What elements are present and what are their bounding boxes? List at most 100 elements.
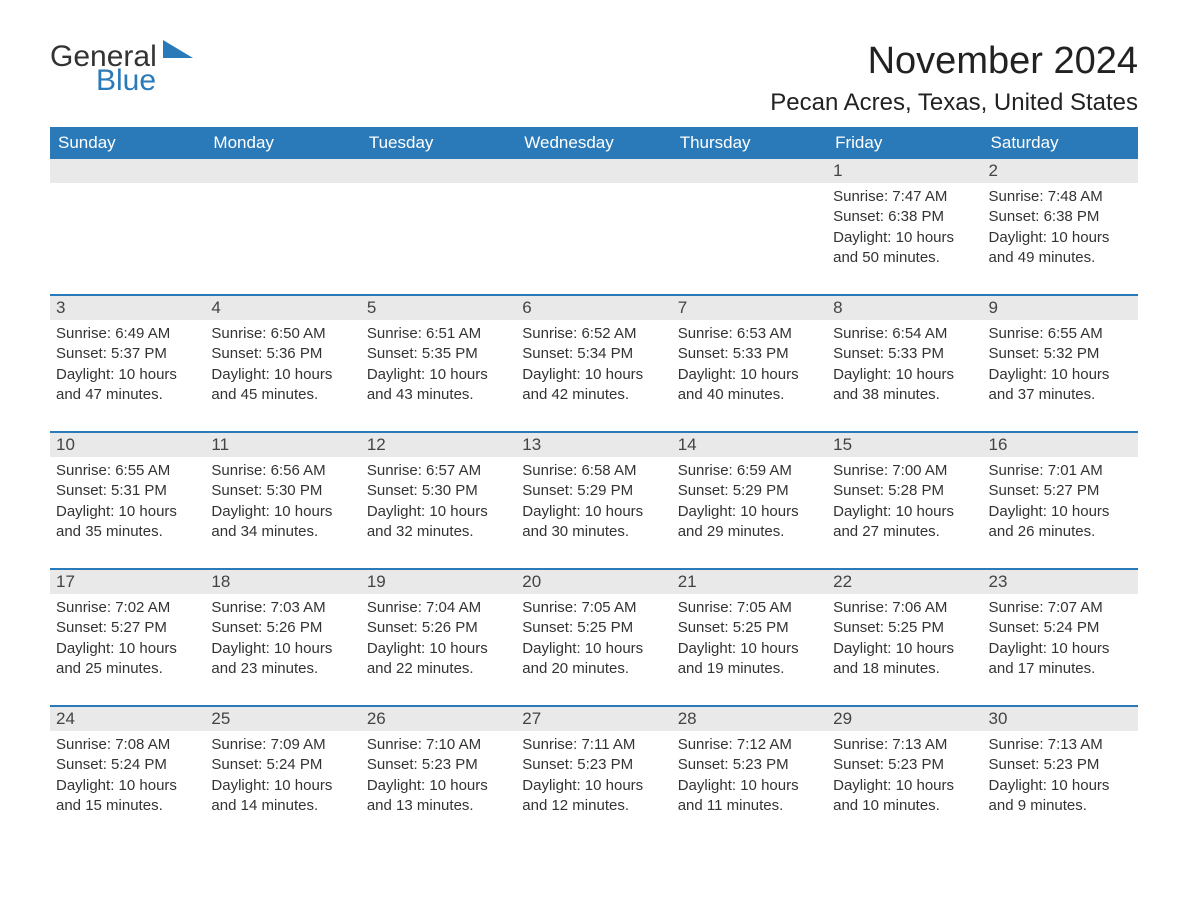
daylight-text: Daylight: 10 hours	[833, 639, 976, 659]
sunset-text: Sunset: 5:34 PM	[522, 344, 665, 364]
day-number: 20	[522, 572, 541, 591]
day-number: 1	[833, 161, 842, 180]
sunrise-text: Sunrise: 6:56 AM	[211, 461, 354, 481]
daylight-text: and 49 minutes.	[989, 248, 1132, 268]
sunrise-text: Sunrise: 6:49 AM	[56, 324, 199, 344]
day-num-bar: 11	[205, 433, 360, 457]
day-cell: 24Sunrise: 7:08 AMSunset: 5:24 PMDayligh…	[50, 706, 205, 842]
sunrise-text: Sunrise: 7:01 AM	[989, 461, 1132, 481]
day-number: 19	[367, 572, 386, 591]
dow-sunday: Sunday	[50, 127, 205, 159]
day-of-week-row: Sunday Monday Tuesday Wednesday Thursday…	[50, 127, 1138, 159]
sunset-text: Sunset: 5:25 PM	[678, 618, 821, 638]
sunrise-text: Sunrise: 6:52 AM	[522, 324, 665, 344]
sunrise-text: Sunrise: 7:08 AM	[56, 735, 199, 755]
daylight-text: Daylight: 10 hours	[678, 365, 821, 385]
daylight-text: and 9 minutes.	[989, 796, 1132, 816]
day-number: 2	[989, 161, 998, 180]
day-number: 3	[56, 298, 65, 317]
day-num-bar: 26	[361, 707, 516, 731]
sunset-text: Sunset: 5:35 PM	[367, 344, 510, 364]
sunset-text: Sunset: 5:23 PM	[678, 755, 821, 775]
daylight-text: Daylight: 10 hours	[367, 502, 510, 522]
sunset-text: Sunset: 5:36 PM	[211, 344, 354, 364]
sunset-text: Sunset: 5:33 PM	[833, 344, 976, 364]
day-num-bar-blank	[205, 159, 360, 183]
sunrise-text: Sunrise: 7:48 AM	[989, 187, 1132, 207]
sunset-text: Sunset: 5:26 PM	[211, 618, 354, 638]
empty-day-cell	[361, 159, 516, 295]
day-num-bar: 14	[672, 433, 827, 457]
daylight-text: and 15 minutes.	[56, 796, 199, 816]
day-num-bar-blank	[672, 159, 827, 183]
day-num-bar: 23	[983, 570, 1138, 594]
daylight-text: and 18 minutes.	[833, 659, 976, 679]
day-cell: 30Sunrise: 7:13 AMSunset: 5:23 PMDayligh…	[983, 706, 1138, 842]
day-num-bar: 22	[827, 570, 982, 594]
sunset-text: Sunset: 5:24 PM	[211, 755, 354, 775]
sunset-text: Sunset: 5:23 PM	[367, 755, 510, 775]
sunrise-text: Sunrise: 7:04 AM	[367, 598, 510, 618]
daylight-text: Daylight: 10 hours	[989, 228, 1132, 248]
sunset-text: Sunset: 5:27 PM	[56, 618, 199, 638]
day-cell: 19Sunrise: 7:04 AMSunset: 5:26 PMDayligh…	[361, 569, 516, 706]
day-num-bar: 27	[516, 707, 671, 731]
daylight-text: Daylight: 10 hours	[833, 228, 976, 248]
day-cell: 12Sunrise: 6:57 AMSunset: 5:30 PMDayligh…	[361, 432, 516, 569]
empty-day-cell	[672, 159, 827, 295]
day-cell: 2Sunrise: 7:48 AMSunset: 6:38 PMDaylight…	[983, 159, 1138, 295]
day-num-bar: 16	[983, 433, 1138, 457]
logo-sail-icon	[163, 40, 193, 65]
day-cell: 8 Sunrise: 6:54 AMSunset: 5:33 PMDaylight…	[827, 295, 982, 432]
daylight-text: Daylight: 10 hours	[56, 776, 199, 796]
day-cell: 28Sunrise: 7:12 AMSunset: 5:23 PMDayligh…	[672, 706, 827, 842]
day-cell: 21Sunrise: 7:05 AMSunset: 5:25 PMDayligh…	[672, 569, 827, 706]
day-num-bar: 18	[205, 570, 360, 594]
day-number: 7	[678, 298, 687, 317]
sunrise-text: Sunrise: 6:54 AM	[833, 324, 976, 344]
day-num-bar: 3	[50, 296, 205, 320]
day-number: 18	[211, 572, 230, 591]
empty-day-cell	[205, 159, 360, 295]
daylight-text: and 23 minutes.	[211, 659, 354, 679]
day-num-bar: 21	[672, 570, 827, 594]
day-number: 5	[367, 298, 376, 317]
sunset-text: Sunset: 5:30 PM	[367, 481, 510, 501]
day-cell: 1Sunrise: 7:47 AMSunset: 6:38 PMDaylight…	[827, 159, 982, 295]
daylight-text: Daylight: 10 hours	[211, 502, 354, 522]
sunrise-text: Sunrise: 7:02 AM	[56, 598, 199, 618]
day-num-bar: 17	[50, 570, 205, 594]
day-cell: 11Sunrise: 6:56 AMSunset: 5:30 PMDayligh…	[205, 432, 360, 569]
day-cell: 27Sunrise: 7:11 AMSunset: 5:23 PMDayligh…	[516, 706, 671, 842]
day-cell: 23Sunrise: 7:07 AMSunset: 5:24 PMDayligh…	[983, 569, 1138, 706]
day-num-bar: 6	[516, 296, 671, 320]
dow-friday: Friday	[827, 127, 982, 159]
calendar-body: 1Sunrise: 7:47 AMSunset: 6:38 PMDaylight…	[50, 159, 1138, 842]
sunset-text: Sunset: 5:29 PM	[678, 481, 821, 501]
dow-wednesday: Wednesday	[516, 127, 671, 159]
day-cell: 14Sunrise: 6:59 AMSunset: 5:29 PMDayligh…	[672, 432, 827, 569]
day-num-bar-blank	[50, 159, 205, 183]
sunset-text: Sunset: 5:28 PM	[833, 481, 976, 501]
day-number: 8	[833, 298, 842, 317]
week-row: 17Sunrise: 7:02 AMSunset: 5:27 PMDayligh…	[50, 569, 1138, 706]
daylight-text: Daylight: 10 hours	[367, 365, 510, 385]
daylight-text: Daylight: 10 hours	[833, 365, 976, 385]
day-number: 14	[678, 435, 697, 454]
dow-tuesday: Tuesday	[361, 127, 516, 159]
daylight-text: Daylight: 10 hours	[56, 639, 199, 659]
day-num-bar: 28	[672, 707, 827, 731]
sunset-text: Sunset: 6:38 PM	[833, 207, 976, 227]
day-num-bar: 5	[361, 296, 516, 320]
day-num-bar: 29	[827, 707, 982, 731]
daylight-text: and 45 minutes.	[211, 385, 354, 405]
day-cell: 22Sunrise: 7:06 AMSunset: 5:25 PMDayligh…	[827, 569, 982, 706]
sunrise-text: Sunrise: 7:12 AM	[678, 735, 821, 755]
daylight-text: and 12 minutes.	[522, 796, 665, 816]
sunset-text: Sunset: 5:23 PM	[833, 755, 976, 775]
day-number: 28	[678, 709, 697, 728]
daylight-text: Daylight: 10 hours	[989, 639, 1132, 659]
sunrise-text: Sunrise: 6:50 AM	[211, 324, 354, 344]
daylight-text: and 19 minutes.	[678, 659, 821, 679]
calendar-table: Sunday Monday Tuesday Wednesday Thursday…	[50, 127, 1138, 842]
